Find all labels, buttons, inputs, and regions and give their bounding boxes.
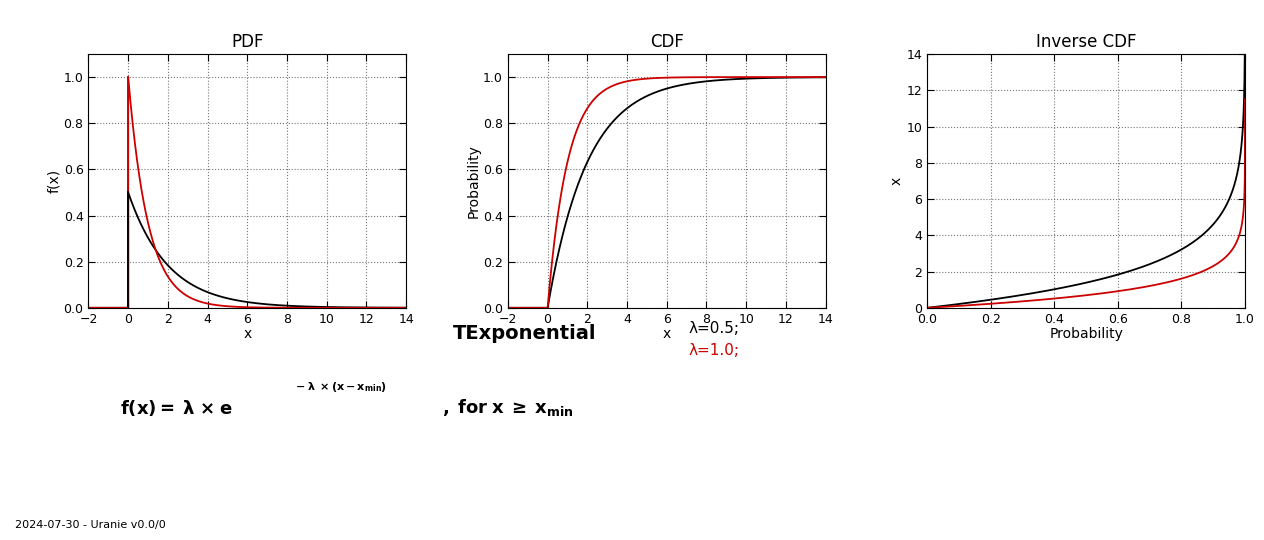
Text: λ=1.0;: λ=1.0; — [689, 343, 739, 358]
Title: CDF: CDF — [650, 33, 684, 51]
Text: $\mathbf{f(x) =}$$\;$$\mathbf{\lambda}$$\;\mathbf{\times}\;$$\mathbf{e}$: $\mathbf{f(x) =}$$\;$$\mathbf{\lambda}$$… — [120, 397, 233, 418]
Y-axis label: x: x — [890, 177, 904, 185]
Y-axis label: Probability: Probability — [466, 144, 480, 218]
X-axis label: x: x — [662, 327, 671, 341]
Text: $\mathbf{,\;for\;x\;\geq\;x_{min}}$: $\mathbf{,\;for\;x\;\geq\;x_{min}}$ — [442, 397, 574, 418]
Y-axis label: f(x): f(x) — [47, 169, 61, 193]
Text: TExponential: TExponential — [453, 324, 597, 343]
Text: $\mathbf{-\;\lambda\;\times(x - x_{min})}$: $\mathbf{-\;\lambda\;\times(x - x_{min})… — [295, 380, 387, 394]
X-axis label: Probability: Probability — [1049, 327, 1124, 341]
Text: 2024-07-30 - Uranie v0.0/0: 2024-07-30 - Uranie v0.0/0 — [15, 520, 166, 530]
Text: λ=0.5;: λ=0.5; — [689, 321, 739, 336]
Title: PDF: PDF — [231, 33, 264, 51]
X-axis label: x: x — [243, 327, 252, 341]
Title: Inverse CDF: Inverse CDF — [1036, 33, 1136, 51]
